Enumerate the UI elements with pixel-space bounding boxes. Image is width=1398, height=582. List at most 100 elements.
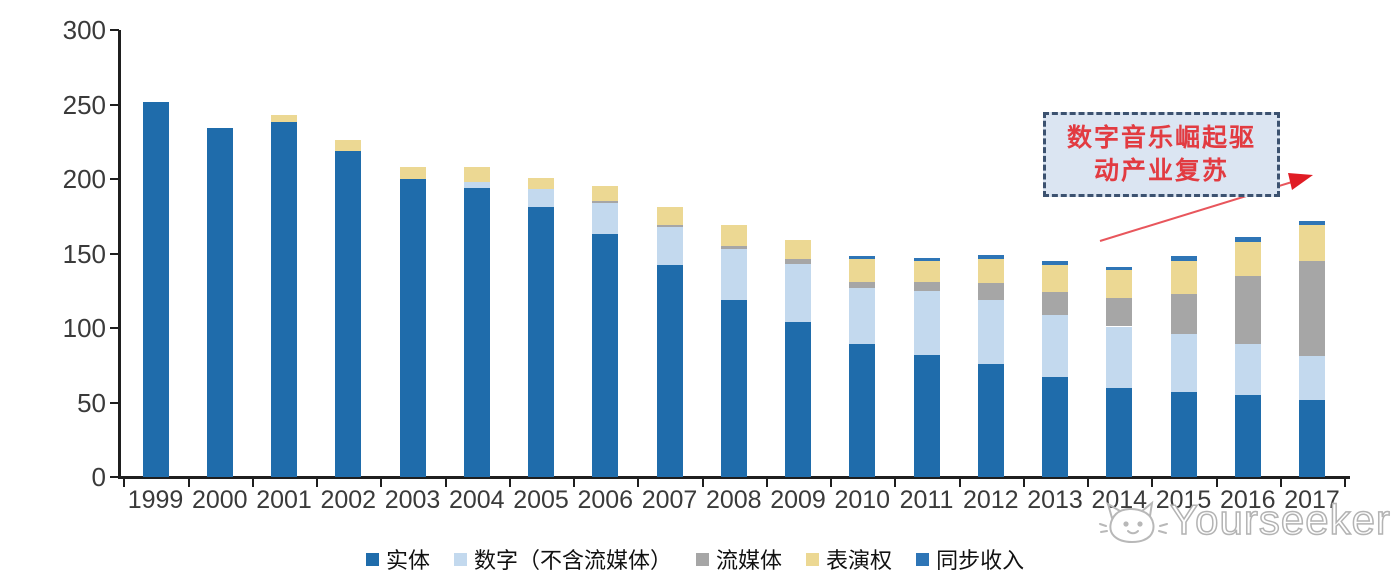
bar-segment-digital-excl-streaming-2008 [720,249,747,300]
y-axis-tick-50 [110,401,119,404]
bar-segment-digital-excl-streaming-2014 [1106,326,1133,388]
legend-item-sync-revenue: 同步收入 [916,543,1024,575]
bar-segment-performance-rights-2006 [592,186,619,202]
bar-segment-digital-excl-streaming-2011 [913,290,940,355]
bar-segment-sync-revenue-2017 [1299,220,1325,226]
bar-segment-performance-rights-2001 [271,114,297,123]
bar-segment-physical-2014 [1106,387,1133,477]
legend-swatch-physical [366,552,379,566]
legend-item-digital-excl-streaming: 数字（不含流媒体） [454,543,672,575]
chart-legend: 实体 数字（不含流媒体） 流媒体 表演权 同步收入 [366,543,1024,575]
bar-segment-digital-excl-streaming-2004 [463,181,490,188]
bar-segment-performance-rights-2005 [528,177,554,190]
bar-segment-streaming-2015 [1170,293,1197,334]
legend-label-physical: 实体 [386,548,431,573]
bar-segment-sync-revenue-2015 [1170,256,1197,261]
x-axis-label-2012: 2012 [962,486,1019,514]
legend-swatch-digital-excl-streaming [454,552,468,566]
legend-label-performance-rights: 表演权 [826,548,893,573]
bar-segment-sync-revenue-2011 [913,257,940,261]
x-axis-tick [1344,479,1347,487]
x-axis-label-2014: 2014 [1091,486,1148,514]
x-axis-tick [380,479,383,487]
bar-segment-performance-rights-2011 [913,260,940,282]
x-axis-label-2002: 2002 [320,486,377,514]
bar-segment-physical-2017 [1299,399,1325,477]
x-axis-label-2003: 2003 [384,486,441,514]
x-axis-label-2006: 2006 [577,486,634,514]
y-axis-tick-250 [110,103,119,106]
x-axis-tick [1279,479,1282,487]
bar-segment-performance-rights-2010 [849,259,876,282]
x-axis-tick [573,479,576,487]
x-axis-tick [958,479,961,487]
y-axis-tick-100 [110,327,119,329]
x-axis-label-2005: 2005 [513,486,569,514]
x-axis-label-2010: 2010 [834,486,891,514]
annotation-text-line2: 动产业复苏 [1093,157,1229,185]
bar-segment-digital-excl-streaming-2012 [977,299,1004,364]
bar-segment-performance-rights-2004 [463,167,490,182]
bar-segment-performance-rights-2007 [656,207,683,226]
y-axis-line [118,30,121,479]
bar-segment-streaming-2013 [1042,292,1068,315]
x-axis-label-2015: 2015 [1155,486,1212,514]
bar-segment-streaming-2014 [1106,298,1133,327]
bar-segment-physical-2012 [977,363,1004,477]
x-axis-label-2008: 2008 [705,486,762,514]
x-axis-label-2007: 2007 [641,486,698,514]
legend-label-streaming: 流媒体 [716,548,783,573]
bar-segment-streaming-2011 [913,281,940,291]
x-axis-label-2004: 2004 [448,486,505,514]
cat-logo-icon [1099,500,1168,543]
x-axis-tick [894,479,897,487]
bar-segment-streaming-2017 [1299,260,1325,357]
x-axis-tick [316,479,319,487]
y-axis-label-50: 50 [77,387,106,418]
bar-segment-digital-excl-streaming-2007 [656,226,683,266]
x-axis-label-2011: 2011 [899,486,954,514]
bar-segment-physical-2016 [1234,395,1261,477]
x-axis-tick [1151,479,1154,487]
bar-segment-digital-excl-streaming-2005 [528,189,554,208]
x-axis-tick [1215,479,1218,487]
x-axis-label-2017: 2017 [1284,486,1340,514]
bar-segment-digital-excl-streaming-2006 [592,202,619,235]
bar-segment-digital-excl-streaming-2010 [849,287,876,345]
bar-segment-streaming-2006 [592,201,619,203]
bar-segment-physical-2008 [720,299,747,477]
y-axis-label-250: 250 [62,89,106,120]
x-axis-tick [701,479,704,487]
bar-segment-physical-2013 [1042,377,1068,477]
x-axis-label-2000: 2000 [191,486,248,514]
legend-label-digital-excl-streaming: 数字（不含流媒体） [474,548,673,573]
y-axis-tick-200 [110,178,119,180]
bar-segment-performance-rights-2014 [1106,269,1133,299]
y-axis-label-200: 200 [62,164,106,194]
y-axis-tick-150 [110,252,119,255]
bar-segment-physical-2010 [849,344,876,477]
x-axis-line [118,476,1350,479]
x-axis-label-2013: 2013 [1027,486,1083,514]
bar-segment-physical-2015 [1170,392,1197,477]
bar-segment-streaming-2007 [656,225,683,227]
bar-segment-physical-2003 [399,179,426,477]
x-axis-label-1999: 1999 [127,486,184,514]
bar-segment-sync-revenue-2014 [1106,266,1133,270]
bar-segment-performance-rights-2015 [1170,260,1197,294]
x-axis-tick [123,479,126,487]
x-axis-tick [508,479,511,487]
bar-segment-performance-rights-2016 [1234,241,1261,276]
legend-item-streaming: 流媒体 [696,543,782,575]
bar-segment-physical-2009 [785,322,811,477]
bar-segment-streaming-2016 [1234,275,1261,345]
bar-segment-digital-excl-streaming-2015 [1170,333,1197,393]
bar-segment-physical-2011 [913,354,940,477]
x-axis-tick [187,479,190,487]
bar-segment-streaming-2009 [785,259,811,264]
bar-segment-performance-rights-2008 [720,225,747,247]
bar-segment-physical-2001 [271,122,297,477]
bar-segment-sync-revenue-2016 [1234,237,1261,242]
legend-swatch-streaming [696,552,710,566]
